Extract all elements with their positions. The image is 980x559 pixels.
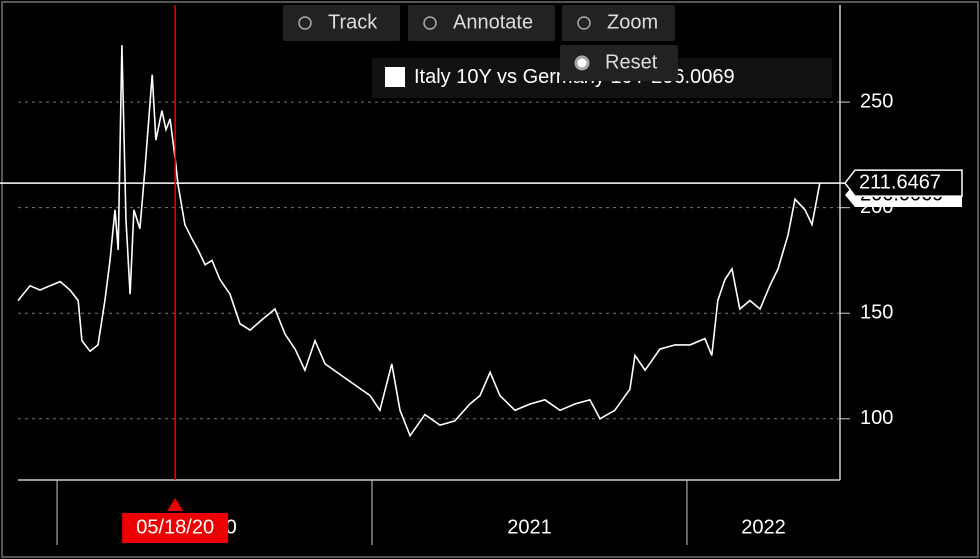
track-icon: [298, 16, 312, 30]
zoom-icon: [577, 16, 591, 30]
track-button[interactable]: [283, 5, 400, 41]
reset-label[interactable]: Reset: [605, 51, 658, 73]
last-value-label: 211.6467: [859, 171, 941, 193]
zoom-button[interactable]: [562, 5, 675, 41]
y-tick-label: 150: [860, 302, 893, 324]
x-tick-label: 2022: [741, 516, 786, 538]
y-tick-label: 250: [860, 90, 893, 112]
annotate-label[interactable]: Annotate: [453, 11, 533, 33]
x-tick-label: 2021: [507, 516, 552, 538]
last-value-tag: [844, 169, 963, 197]
series-line: [17, 45, 821, 438]
legend-swatch: [385, 67, 405, 87]
reset-icon: [574, 55, 590, 71]
crosshair-marker: [167, 498, 184, 511]
y-tick-label: 100: [860, 407, 893, 429]
crosshair-label: 05/18/20: [136, 516, 214, 538]
reset-button[interactable]: [560, 45, 678, 81]
annotate-icon: [423, 16, 437, 30]
crosshair-label-box: [122, 513, 229, 543]
track-label[interactable]: Track: [328, 11, 378, 33]
zoom-label[interactable]: Zoom: [607, 11, 658, 33]
annotate-button[interactable]: [408, 5, 555, 41]
